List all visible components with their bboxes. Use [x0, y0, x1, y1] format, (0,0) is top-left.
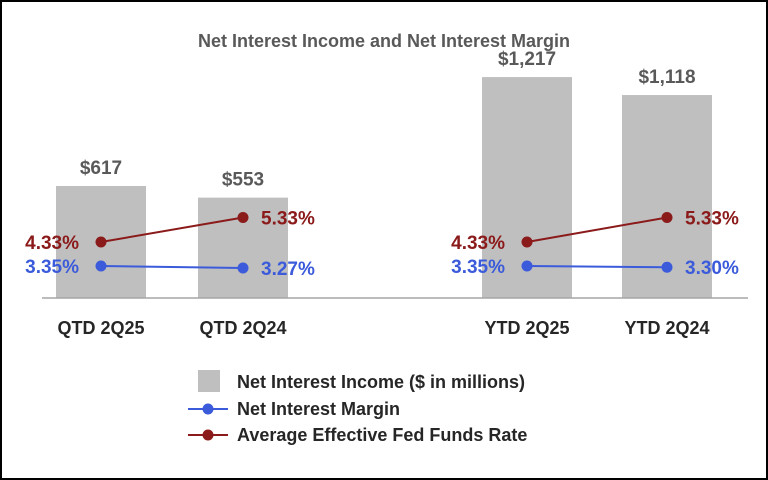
x-tick-labels: QTD 2Q25 QTD 2Q24 YTD 2Q25 YTD 2Q24	[57, 318, 709, 338]
fed-funds-point-4	[661, 211, 673, 223]
bar-value-label: $1,217	[498, 49, 556, 70]
legend-label-fed: Average Effective Fed Funds Rate	[237, 425, 527, 445]
legend-label-nim: Net Interest Margin	[237, 399, 400, 419]
nim-point-2	[237, 262, 249, 274]
chart-title: Net Interest Income and Net Interest Mar…	[198, 31, 570, 51]
fed-funds-point-3	[521, 236, 533, 248]
fed-funds-point-2	[237, 211, 249, 223]
nim-point-3	[521, 260, 533, 272]
fed-funds-value-label: 4.33%	[451, 233, 505, 254]
labels-layer: $617 $553 $1,217 $1,118 4.33% 5.33% 4.33% 5.33%…	[25, 49, 739, 280]
lines-layer	[95, 211, 673, 274]
nim-value-label: 3.35%	[25, 257, 79, 278]
nim-line-segment-2	[526, 265, 668, 269]
fed-funds-value-label: 5.33%	[261, 208, 315, 229]
fed-funds-point-1	[95, 236, 107, 248]
fed-funds-value-label: 5.33%	[685, 208, 739, 229]
fed-funds-value-label: 4.33%	[25, 233, 79, 254]
x-tick-label: YTD 2Q24	[624, 318, 709, 338]
bar-value-label: $1,118	[638, 67, 695, 88]
bar-value-label: $553	[222, 170, 264, 191]
legend-swatch-fed-marker	[202, 429, 214, 441]
fed-funds-line-segment-2	[526, 216, 668, 243]
x-tick-label: QTD 2Q25	[57, 318, 144, 338]
nim-value-label: 3.35%	[451, 257, 505, 278]
nim-value-label: 3.27%	[261, 259, 315, 280]
nim-point-1	[95, 260, 107, 272]
bar-value-label: $617	[80, 158, 122, 179]
x-tick-label: QTD 2Q24	[199, 318, 286, 338]
legend: Net Interest Income ($ in millions) Net …	[188, 370, 527, 445]
bars-layer	[56, 77, 712, 299]
legend-swatch-nii	[198, 370, 220, 392]
legend-label-nii: Net Interest Income ($ in millions)	[237, 372, 525, 392]
nim-point-4	[661, 261, 673, 273]
x-tick-label: YTD 2Q25	[484, 318, 569, 338]
nim-line-segment-1	[100, 265, 244, 269]
legend-swatch-nim-marker	[202, 403, 214, 415]
fed-funds-line-segment-1	[100, 216, 244, 243]
nim-value-label: 3.30%	[685, 258, 739, 279]
